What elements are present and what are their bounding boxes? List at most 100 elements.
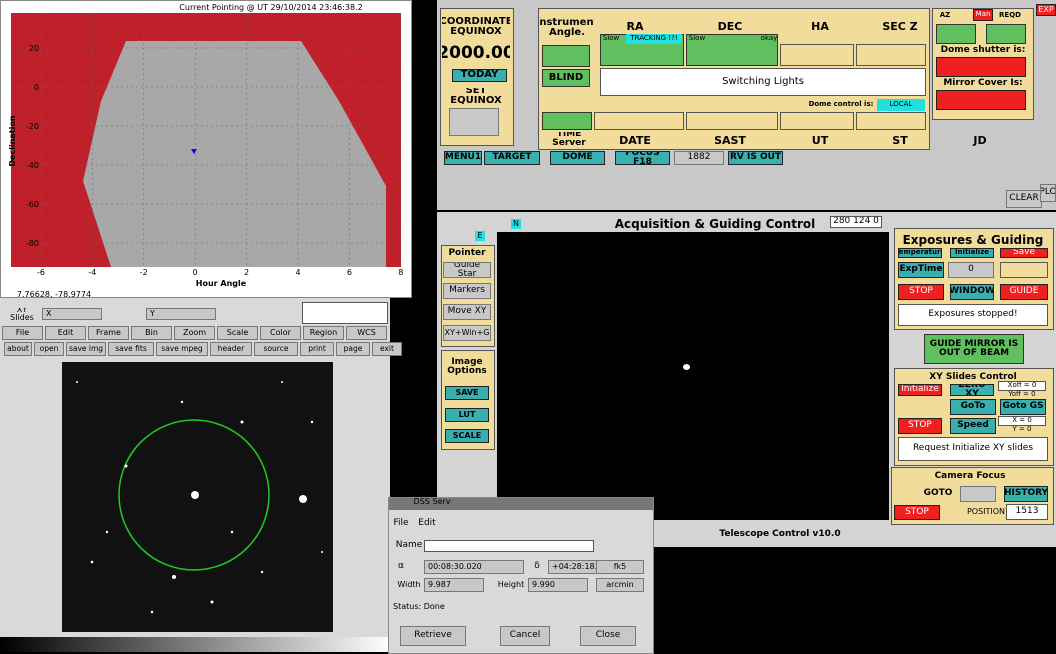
height-label: Height bbox=[497, 579, 525, 589]
stop[interactable]: STOP bbox=[894, 505, 940, 520]
goto: GOTO bbox=[923, 488, 953, 499]
date: DATE bbox=[619, 134, 651, 148]
menu[interactable]: Zoom bbox=[174, 326, 215, 340]
buttons[interactable]: source bbox=[254, 342, 298, 356]
reqd: REQD bbox=[999, 11, 1021, 20]
title: Exposures & Guiding bbox=[902, 232, 1044, 247]
buttons[interactable]: Retrieve bbox=[400, 626, 466, 646]
buttons[interactable]: save img bbox=[66, 342, 106, 356]
scale[interactable]: SCALE bbox=[445, 429, 489, 443]
initialize[interactable]: Initialize bbox=[898, 384, 942, 396]
zero[interactable]: ZERO XY bbox=[950, 384, 994, 396]
menu[interactable]: Edit bbox=[45, 326, 86, 340]
blind[interactable]: BLIND bbox=[542, 69, 590, 87]
star bbox=[230, 530, 234, 534]
stop[interactable]: STOP bbox=[898, 284, 944, 300]
field bbox=[424, 540, 594, 552]
title: Acquisition & Guiding Control bbox=[614, 217, 816, 231]
menu[interactable]: Bin bbox=[131, 326, 172, 340]
slow1: Slow bbox=[602, 34, 620, 43]
menu[interactable]: File bbox=[2, 326, 43, 340]
history[interactable]: HISTORY bbox=[1004, 486, 1048, 502]
initialize[interactable]: Initialize bbox=[950, 248, 994, 258]
move-xy[interactable]: Move XY bbox=[443, 304, 491, 320]
secz: SEC Z bbox=[882, 20, 918, 34]
dome[interactable]: DOME bbox=[550, 151, 605, 165]
coords: 280 124 0 bbox=[830, 216, 882, 228]
menu[interactable]: Color bbox=[260, 326, 301, 340]
star bbox=[180, 400, 184, 404]
image-options: Image Options bbox=[447, 356, 487, 376]
exp-val: 0 bbox=[948, 262, 994, 278]
save[interactable]: Save bbox=[1000, 248, 1048, 258]
guide[interactable]: GUIDE bbox=[1000, 284, 1048, 300]
ds9-image bbox=[62, 362, 333, 632]
lut[interactable]: LUT bbox=[445, 408, 489, 422]
star bbox=[105, 530, 109, 534]
dss-titlebar bbox=[389, 498, 653, 510]
buttons[interactable]: Close bbox=[580, 626, 636, 646]
buttons[interactable]: save mpeg bbox=[156, 342, 208, 356]
menu[interactable]: File bbox=[393, 518, 409, 529]
buttons[interactable]: page bbox=[336, 342, 370, 356]
buttons[interactable]: exit bbox=[372, 342, 402, 356]
menu[interactable]: WCS bbox=[346, 326, 387, 340]
field bbox=[302, 302, 388, 324]
lights: Switching Lights bbox=[600, 68, 926, 96]
n[interactable]: N bbox=[511, 219, 521, 229]
field bbox=[449, 108, 499, 136]
menu[interactable]: Region bbox=[303, 326, 344, 340]
x: X = 0 bbox=[998, 416, 1046, 426]
temperature[interactable]: Temperature bbox=[898, 248, 942, 258]
clear[interactable]: CLEAR bbox=[1006, 190, 1042, 208]
stop[interactable]: STOP bbox=[898, 418, 942, 434]
e[interactable]: E bbox=[475, 231, 485, 241]
star bbox=[150, 610, 154, 614]
speed[interactable]: Speed bbox=[950, 418, 996, 434]
focus[interactable]: FOCUS F18 bbox=[615, 151, 670, 165]
guide-star[interactable]: Guide Star bbox=[443, 262, 491, 278]
az: AZ bbox=[939, 11, 951, 20]
plo[interactable]: PLO bbox=[1040, 184, 1056, 202]
goto-gs[interactable]: Goto GS bbox=[1000, 399, 1046, 415]
save[interactable]: SAVE bbox=[445, 386, 489, 400]
jd: JD bbox=[973, 134, 987, 148]
exptime[interactable]: ExpTime bbox=[898, 262, 944, 278]
xywin[interactable]: XY+Win+G bbox=[443, 325, 491, 341]
window[interactable]: WINDOW bbox=[950, 284, 994, 300]
star bbox=[90, 560, 94, 564]
star bbox=[321, 551, 323, 553]
target[interactable]: TARGET bbox=[484, 151, 540, 165]
field bbox=[542, 112, 592, 130]
buttons[interactable]: Cancel bbox=[500, 626, 550, 646]
field bbox=[542, 45, 590, 67]
equinox: 2000.00 bbox=[442, 43, 510, 64]
buttons[interactable]: about bbox=[4, 342, 32, 356]
buttons[interactable]: open bbox=[34, 342, 64, 356]
field bbox=[780, 44, 854, 66]
goto[interactable]: GoTo bbox=[950, 399, 996, 415]
menu[interactable]: Frame bbox=[88, 326, 129, 340]
local: LOCAL bbox=[877, 99, 925, 111]
unit[interactable]: arcmin bbox=[596, 578, 644, 592]
dome-control: Dome control is: bbox=[808, 100, 874, 109]
rv[interactable]: RV IS OUT bbox=[728, 151, 783, 165]
menu[interactable]: Scale bbox=[217, 326, 258, 340]
field bbox=[1000, 262, 1048, 278]
menu1[interactable]: MENU1 bbox=[444, 151, 482, 165]
today[interactable]: TODAY bbox=[452, 69, 507, 82]
ra: 00:08:30.020 bbox=[424, 560, 524, 574]
frame[interactable]: fk5 bbox=[596, 560, 644, 574]
menu[interactable]: Edit bbox=[418, 518, 436, 529]
x-tick-label: 6 bbox=[347, 268, 352, 277]
mirror: Mirror Cover Is: bbox=[943, 78, 1023, 89]
guide-image bbox=[497, 232, 889, 520]
star bbox=[191, 491, 199, 499]
field bbox=[594, 112, 684, 130]
buttons[interactable]: print bbox=[300, 342, 334, 356]
pointing-plot: Current Pointing @ UT 29/10/2014 23:46:3… bbox=[8, 3, 403, 288]
markers[interactable]: Markers bbox=[443, 283, 491, 299]
x-tick-label: -2 bbox=[140, 268, 148, 277]
buttons[interactable]: save fits bbox=[108, 342, 154, 356]
buttons[interactable]: header bbox=[210, 342, 252, 356]
